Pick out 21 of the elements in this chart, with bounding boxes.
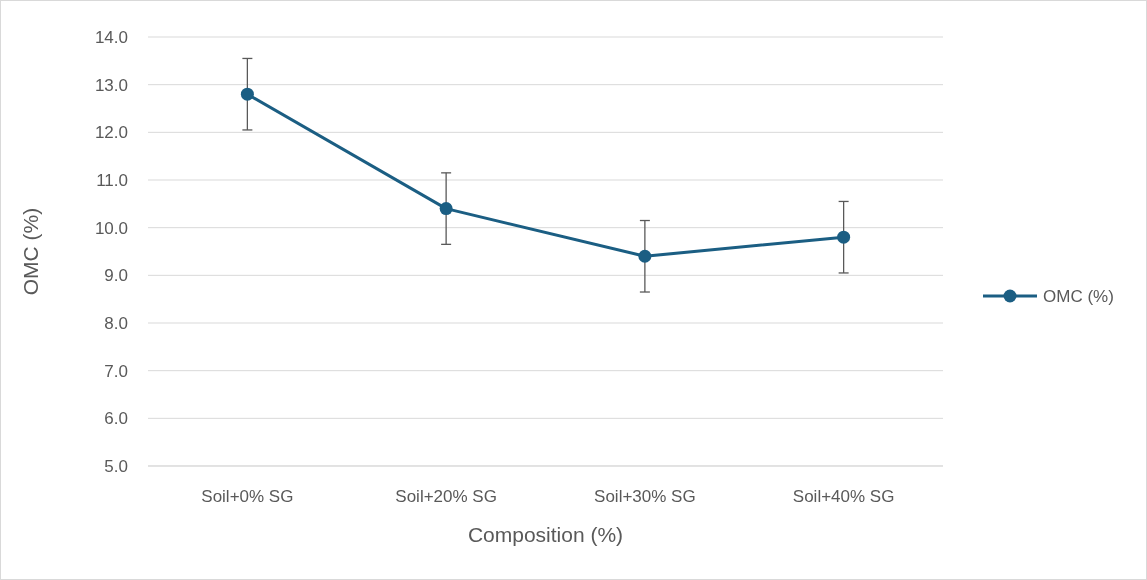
y-tick-label: 7.0 (104, 361, 128, 381)
point (240, 87, 254, 101)
y-tick-label: 9.0 (104, 266, 128, 286)
x-axis-title: Composition (%) (467, 523, 624, 546)
y-tick-label: 14.0 (94, 27, 128, 47)
y-tick-label: 12.0 (94, 123, 128, 143)
y-axis-title: OMC (%) (19, 207, 42, 296)
point (439, 202, 453, 216)
x-tick-label: Soil+40% SG (792, 487, 895, 506)
x-tick-label: Soil+30% SG (594, 487, 696, 506)
point (837, 230, 851, 244)
y-tick-label: 6.0 (104, 409, 128, 429)
y-tick-label: 13.0 (94, 75, 128, 95)
point (638, 249, 652, 263)
y-tick-label: 11.0 (96, 170, 128, 190)
y-tick-label: 5.0 (104, 456, 128, 476)
y-tick-label: 8.0 (104, 313, 128, 333)
x-tick-label: Soil+20% SG (395, 487, 497, 506)
y-tick-label: 10.0 (94, 218, 128, 238)
x-tick-label: Soil+0% SG (201, 487, 294, 506)
legend-label: OMC (%) (1043, 286, 1114, 306)
